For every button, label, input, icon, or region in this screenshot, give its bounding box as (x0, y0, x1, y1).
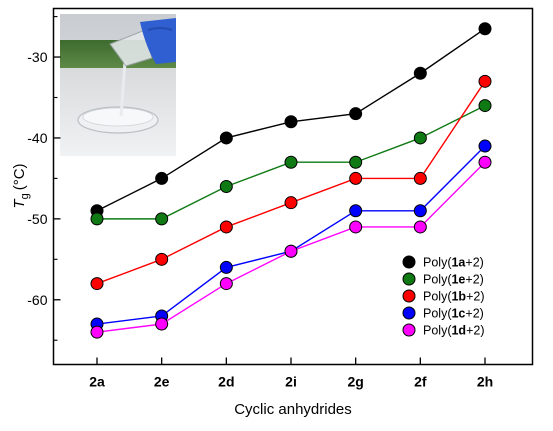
data-point (219, 131, 233, 145)
data-point (413, 131, 427, 145)
data-point (90, 212, 104, 226)
x-category-label: 2g (347, 374, 363, 390)
data-point (284, 244, 298, 258)
data-point (349, 107, 363, 121)
data-point (90, 325, 104, 339)
data-point (478, 22, 492, 36)
data-point (284, 115, 298, 129)
data-point (349, 155, 363, 169)
data-point (413, 171, 427, 185)
data-point (284, 155, 298, 169)
x-axis-title: Cyclic anhydrides (234, 401, 352, 418)
x-category-label: 2h (477, 374, 493, 390)
y-axis-title-symbol: T (11, 198, 28, 209)
data-point (155, 252, 169, 266)
data-point (219, 277, 233, 291)
y-tick-label: -40 (27, 130, 47, 146)
data-point (478, 74, 492, 88)
data-point (349, 220, 363, 234)
data-point (413, 220, 427, 234)
data-point (478, 139, 492, 153)
inset-photo (60, 14, 176, 156)
legend-marker (402, 255, 416, 269)
x-category-label: 2f (414, 374, 427, 390)
legend-marker (402, 323, 416, 337)
data-point (155, 317, 169, 331)
y-tick-label: -30 (27, 49, 47, 65)
data-point (413, 204, 427, 218)
y-axis-title: Tg (°C) (11, 163, 31, 208)
legend-label: Poly(1c+2) (423, 307, 484, 321)
data-point (219, 180, 233, 193)
data-point (478, 99, 492, 113)
legend-label: Poly(1b+2) (423, 290, 485, 304)
y-tick-label: -50 (27, 211, 47, 227)
data-point (155, 212, 169, 226)
legend-label: Poly(1d+2) (423, 324, 485, 338)
legend-label: Poly(1e+2) (423, 273, 484, 287)
data-point (478, 155, 492, 169)
legend-label: Poly(1a+2) (423, 256, 484, 270)
data-point (155, 171, 169, 185)
data-point (349, 204, 363, 218)
data-point (284, 196, 298, 210)
legend-marker (402, 289, 416, 303)
x-category-label: 2i (285, 374, 297, 390)
data-point (413, 66, 427, 80)
x-axis: 2a 2e 2d 2i 2g 2f 2h (89, 357, 493, 390)
series-layer (90, 22, 492, 339)
x-category-label: 2e (154, 374, 170, 390)
y-axis-title-unit: (°C) (11, 163, 28, 190)
data-point (90, 277, 104, 291)
y-axis-title-subscript: g (19, 193, 31, 199)
data-point (219, 260, 233, 274)
y-tick-label: -60 (27, 292, 47, 308)
data-point (349, 171, 363, 185)
x-category-label: 2d (218, 374, 234, 390)
y-axis: -60 -50 -40 -30 (27, 16, 61, 341)
x-category-label: 2a (89, 374, 105, 390)
plot-area (52, 7, 534, 366)
legend-marker (402, 306, 416, 320)
data-point (219, 220, 233, 234)
legend: Poly(1a+2) Poly(1e+2) Poly(1b+2) Poly(1c+2)… (402, 255, 485, 338)
legend-marker (402, 272, 416, 286)
